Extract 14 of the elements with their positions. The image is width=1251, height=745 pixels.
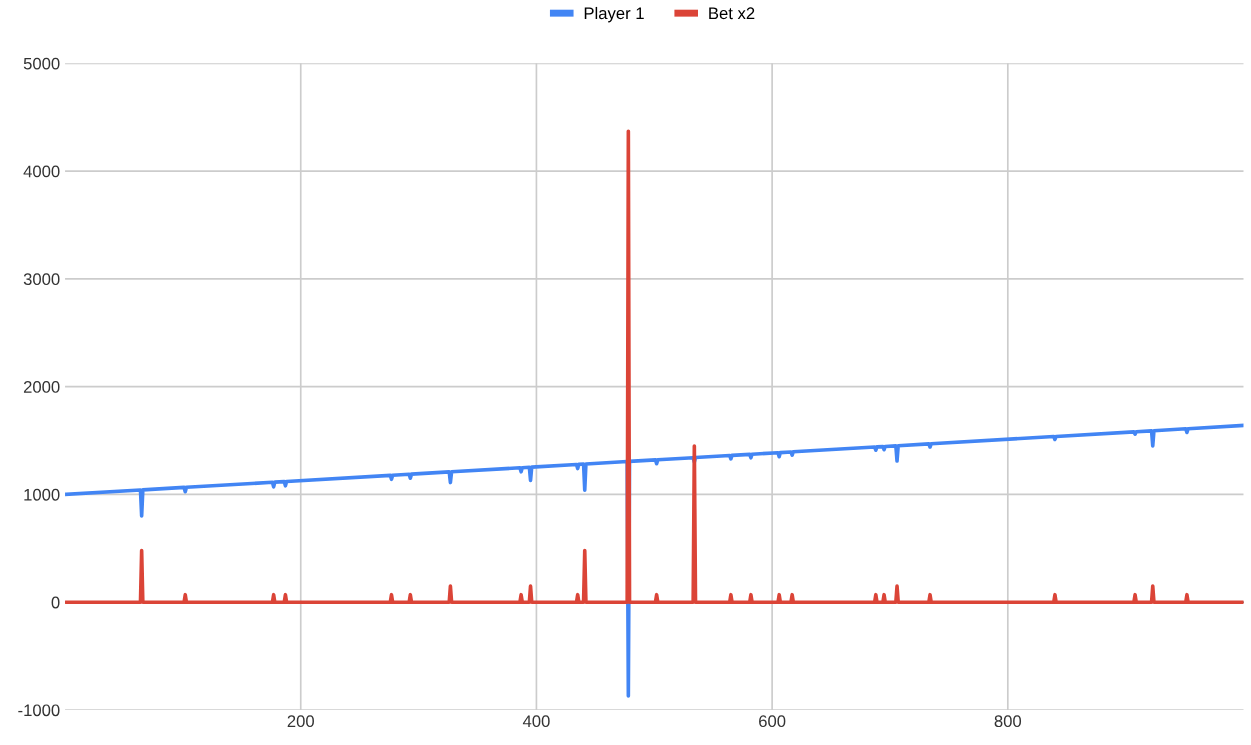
x-tick-label: 400 — [522, 715, 550, 728]
y-tick-label: 2000 — [23, 381, 60, 393]
legend-label: Bet x2 — [709, 7, 755, 20]
y-tick-label: 5000 — [23, 57, 60, 70]
y-tick-label: 4000 — [23, 165, 60, 178]
y-tick-label: 1000 — [24, 488, 60, 501]
x-tick-label: 600 — [759, 715, 786, 728]
x-tick-label: 200 — [287, 715, 314, 728]
line-series — [65, 129, 1244, 605]
y-tick-label: 0 — [51, 596, 60, 609]
legend-label: Player 1 — [584, 6, 644, 23]
y-tick-label: 3000 — [23, 273, 60, 286]
y-tick-label: -1000 — [18, 704, 60, 717]
x-tick-label: 800 — [994, 715, 1022, 728]
